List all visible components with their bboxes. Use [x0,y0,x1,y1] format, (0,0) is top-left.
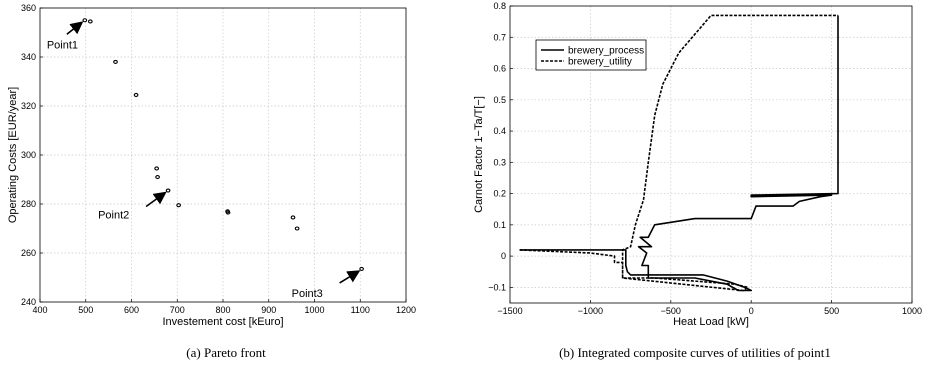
legend-label: brewery_process [568,46,644,57]
composite-x-tick-label: −1500 [497,306,522,316]
annotation-arrow [145,191,167,208]
composite-caption: (b) Integrated composite curves of utili… [559,345,831,360]
pareto-front-chart: 400 500 600 700 800 900 1000 1100 1200 240 260 280 3… [7,3,416,360]
pareto-data-point [294,226,300,231]
pareto-x-tick-label: 400 [32,305,47,315]
pareto-data-point [176,203,181,208]
pareto-data-point [133,92,139,98]
pareto-y-tick-label: 280 [21,199,36,209]
utility-curve-line [519,14,838,292]
composite-y-tick-label: 0.4 [493,126,506,136]
annotation-arrow [66,21,84,35]
pareto-y-axis-label: Operating Costs [EUR/year] [7,87,19,223]
pareto-x-tick-label: 600 [124,305,139,315]
pareto-x-axis-label: Investement cost [kEuro] [162,316,283,328]
composite-y-tick-label: 0.3 [493,157,506,167]
composite-x-tick-label: −1000 [578,306,603,316]
pareto-data-point [225,210,231,215]
pareto-data-point [113,59,118,64]
pareto-x-tick-label: 1100 [351,305,370,315]
annotation-label: Point1 [47,39,78,51]
composite-y-tick-label: 0.8 [493,1,506,11]
pareto-x-tick-label: 700 [170,305,185,315]
pareto-data-point [154,166,160,171]
composite-y-tick-label: 0.6 [493,64,506,74]
composite-x-tick-label: 0 [749,306,754,316]
composite-y-tick-label: 0.5 [493,95,506,105]
pareto-y-tick-label: 320 [21,101,36,111]
composite-y-axis-label: Carnot Factor 1−Ta/T[−] [473,96,485,213]
pareto-ticks: 400 500 600 700 800 900 1000 1100 1200 240 260 280 3… [21,3,416,315]
composite-y-tick-label: 0.2 [493,189,506,199]
pareto-data-point [359,266,364,271]
annotation-arrow [339,270,361,284]
legend-label: brewery_utility [568,57,632,68]
pareto-x-tick-label: 1000 [304,305,324,315]
legend-box [535,39,647,71]
composite-x-axis-label: Heat Load [kW] [673,316,749,328]
pareto-caption: (a) Pareto front [186,345,266,360]
pareto-data-point [165,188,171,193]
pareto-y-tick-label: 240 [21,297,36,307]
pareto-y-tick-label: 340 [21,52,36,62]
composite-y-tick-label: 0 [501,251,506,261]
composite-y-tick-label: −0.1 [488,282,506,292]
composite-ticks: −1500 −1000 −500 0 500 1000 −0.1 0 0.1 0.2 0.3 0.4 0… [488,1,922,316]
pareto-y-tick-label: 260 [21,248,36,258]
pareto-y-tick-label: 300 [21,150,36,160]
pareto-data-point [82,18,88,23]
composite-x-tick-label: −500 [661,306,681,316]
pareto-x-tick-label: 1200 [396,305,416,315]
pareto-y-tick-label: 360 [21,3,36,13]
composite-plot-frame [509,5,913,304]
composite-y-tick-label: 0.7 [493,32,506,42]
composite-curves-chart: −1500 −1000 −500 0 500 1000 −0.1 0 0.1 0.2 0.3 0.4 0… [473,1,922,360]
pareto-grid [40,8,406,302]
pareto-annotations: Point1 Point2 Point3 [47,21,361,300]
annotation-label: Point3 [292,288,323,300]
pareto-data-point [155,175,160,180]
pareto-x-tick-label: 900 [261,305,276,315]
composite-y-tick-label: 0.1 [493,220,506,230]
pareto-x-tick-label: 500 [78,305,93,315]
composite-x-tick-label: 500 [824,306,839,316]
composite-x-tick-label: 1000 [902,306,922,316]
pareto-points [82,18,364,271]
pareto-x-tick-label: 800 [215,305,230,315]
pareto-data-point [290,215,296,220]
composite-series [519,14,839,292]
annotation-label: Point2 [98,210,129,222]
pareto-data-point [87,19,93,24]
process-curve-line [519,15,839,292]
